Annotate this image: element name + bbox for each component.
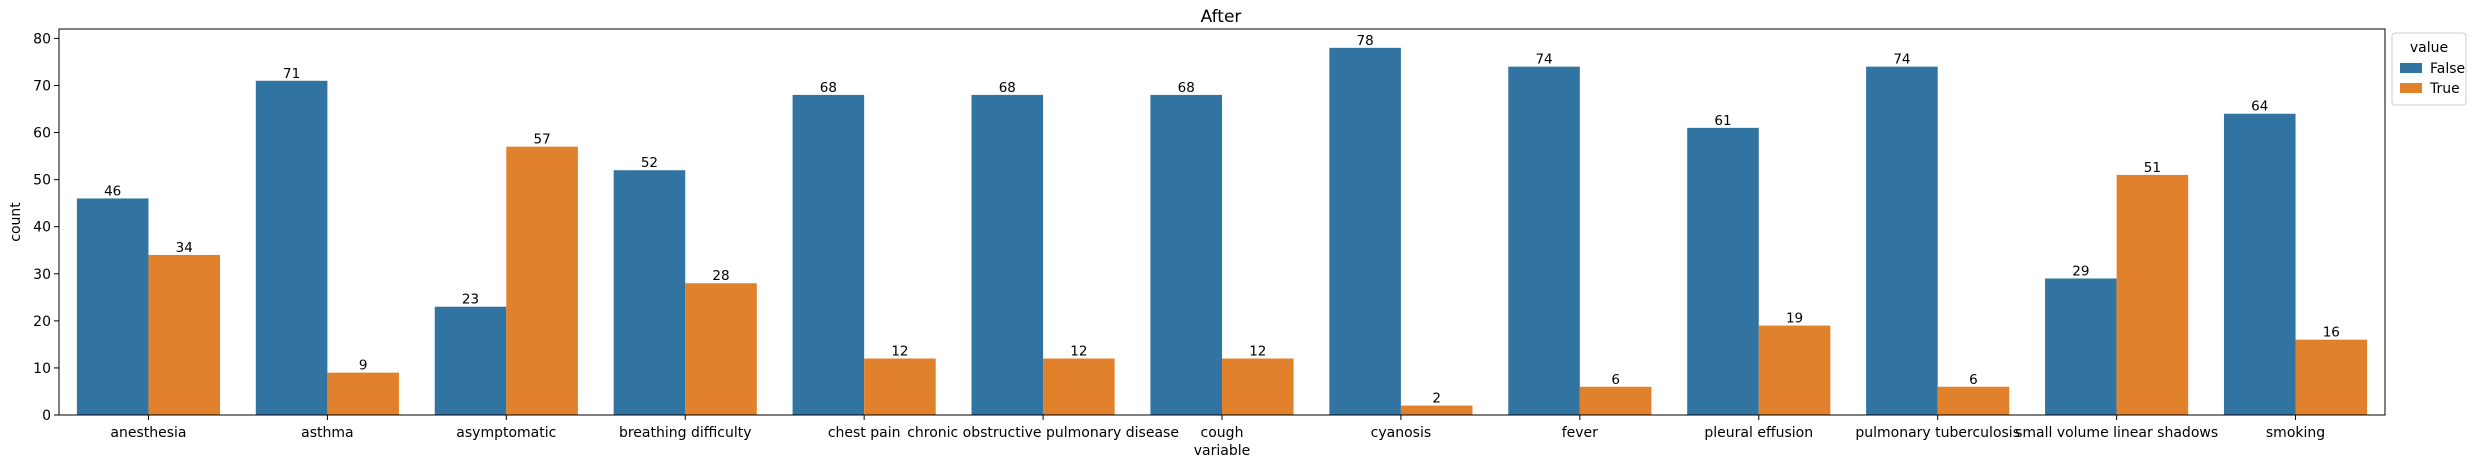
x-tick-label: small volume linear shadows [2015,425,2218,441]
bar-value-label: 71 [283,66,300,82]
y-tick-label: 60 [33,126,51,142]
bar-false [1329,47,1401,415]
bar-value-label: 74 [1893,52,1910,68]
y-axis-title: count [8,202,24,242]
legend: value False True [2391,32,2467,106]
legend-swatch-false [2400,63,2422,73]
bar-true [1579,386,1652,415]
bar-false [1687,127,1759,415]
x-tick-label: asymptomatic [456,425,556,441]
legend-swatch-true [2400,83,2422,93]
bar-value-label: 28 [712,268,729,284]
bar-false [2223,113,2296,416]
bar-false [434,306,507,415]
x-tick-label: smoking [2266,425,2325,441]
bar-value-label: 23 [462,292,479,308]
bar-false [1866,66,1938,415]
bar-value-label: 78 [1357,33,1374,49]
bar-true [148,254,221,415]
y-tick-label: 30 [33,267,51,283]
bar-value-label: 6 [1969,372,1978,388]
bar-true [2295,339,2368,415]
bar-value-label: 74 [1535,52,1552,68]
bar-false [792,94,865,415]
y-axis: 0 10 20 30 40 50 60 70 80 [33,31,59,424]
bar-true [685,283,757,415]
y-tick-label: 10 [33,361,51,377]
bar-value-label: 2 [1432,391,1441,407]
bar-false [1150,94,1222,415]
x-tick-label: chest pain [828,425,901,441]
y-tick-label: 20 [33,314,51,330]
x-tick-label: breathing difficulty [619,425,752,441]
bar-value-label: 12 [891,344,908,360]
bar-true [864,358,936,415]
bar-value-label: 6 [1611,372,1620,388]
bar-false [613,170,686,415]
bar-true [1043,358,1115,415]
x-tick-label: pulmonary tuberculosis [1855,425,2020,441]
x-tick-label: pleural effusion [1704,425,1813,441]
plot-frame [58,28,2386,416]
bar-value-label: 52 [641,155,658,171]
y-tick-label: 0 [42,408,51,424]
data-labels: 46 34 71 9 23 57 52 28 68 12 68 12 68 12 78 2 74 6 61 19 74 6… [104,33,2340,407]
bar-false [2045,278,2117,415]
bar-value-label: 12 [1249,344,1266,360]
bar-true [1758,325,1831,415]
x-tick-label: asthma [301,425,353,441]
bar-value-label: 57 [533,132,550,148]
x-tick-label: chronic obstructive pulmonary disease [907,425,1179,441]
bar-false [971,94,1044,415]
bar-value-label: 9 [359,358,368,374]
bar-value-label: 68 [1178,80,1195,96]
x-tick-label: cyanosis [1371,425,1431,441]
y-tick-label: 70 [33,78,51,94]
x-axis: anesthesia asthma asymptomatic breathing di… [110,415,2325,441]
bar-true [506,146,578,415]
x-tick-label: cough [1201,425,1244,441]
bar-value-label: 34 [176,240,193,256]
bar-false [255,80,328,415]
bar-true [2116,174,2189,415]
x-axis-title: variable [1194,443,1250,459]
bars [76,47,2368,416]
bar-true [1222,358,1294,415]
bar-value-label: 51 [2144,160,2161,176]
bar-value-label: 68 [820,80,837,96]
legend-title: value [2410,40,2448,56]
legend-label-true: True [2429,81,2460,97]
bar-value-label: 61 [1714,113,1731,129]
bar-value-label: 64 [2251,99,2268,115]
bar-true [1400,405,1473,415]
x-tick-label: fever [1562,425,1598,441]
bar-false [1508,66,1580,415]
x-tick-label: anesthesia [110,425,186,441]
bar-value-label: 68 [999,80,1016,96]
y-tick-label: 80 [33,31,51,47]
bar-value-label: 19 [1786,311,1803,327]
bar-true [327,372,399,415]
y-tick-label: 50 [33,173,51,189]
y-tick-label: 40 [33,220,51,236]
bar-value-label: 12 [1070,344,1087,360]
bar-value-label: 29 [2072,263,2089,279]
bar-value-label: 16 [2323,325,2340,341]
chart-title: After [1201,7,1242,27]
legend-label-false: False [2430,61,2465,77]
bar-true [1937,386,2010,415]
bar-value-label: 46 [104,183,121,199]
bar-false [76,198,149,415]
